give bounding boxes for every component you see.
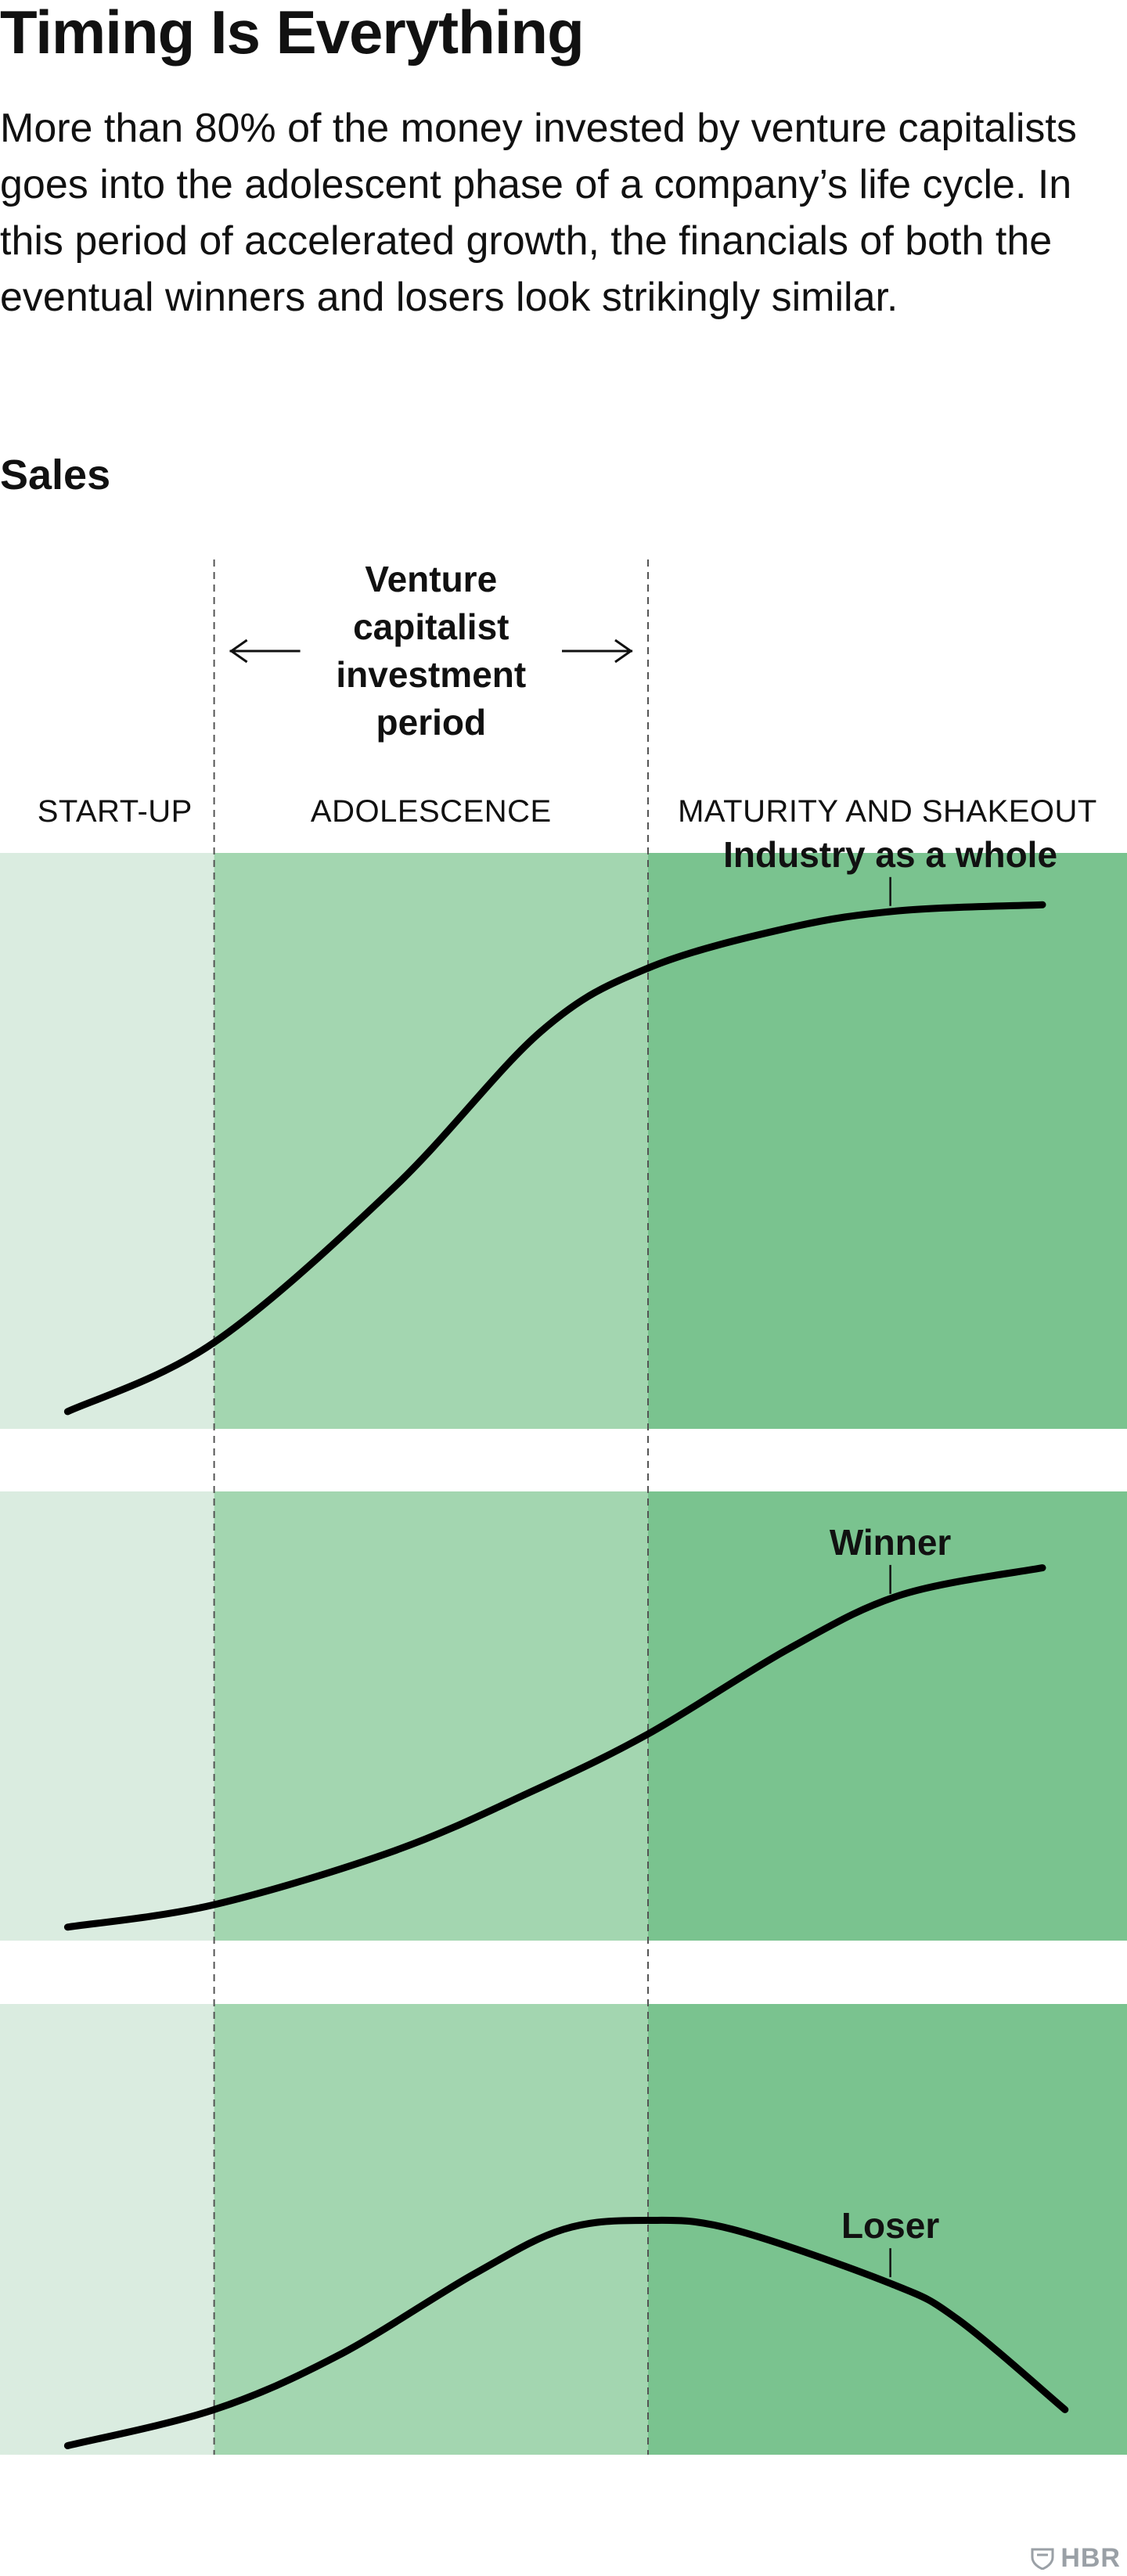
- series-line-loser: [63, 2216, 1069, 2449]
- startup-band-1: [0, 853, 214, 1429]
- series-label-1: Industry as a whole: [723, 834, 1057, 875]
- y-axis-label: Sales: [0, 452, 111, 498]
- startup-band-3: [0, 2004, 214, 2455]
- phase-label-1: START-UP: [38, 794, 193, 829]
- series-line-industry-as-a-whole: [63, 901, 1046, 1416]
- investment-label-line-4: period: [376, 702, 487, 743]
- hbr-logo: HBR: [1031, 2543, 1121, 2574]
- startup-band-2: [0, 1491, 214, 1941]
- phase-label-2: ADOLESCENCE: [311, 794, 552, 829]
- maturity-band-1: [648, 853, 1127, 1429]
- left-arrow-head: [229, 639, 248, 664]
- adolescence-band-2: [214, 1491, 649, 1941]
- phase-label-3: MATURITY AND SHAKEOUT: [678, 794, 1097, 829]
- maturity-band-2: [648, 1491, 1127, 1941]
- series-label-2: Winner: [830, 1522, 952, 1563]
- adolescence-band-1: [214, 853, 649, 1429]
- investment-label-line-1: Venture: [365, 559, 497, 599]
- series-line-winner: [63, 1564, 1046, 1931]
- chart-subtitle: More than 80% of the money invested by v…: [0, 106, 1077, 320]
- investment-label-line-3: investment: [336, 654, 526, 695]
- logo-text: HBR: [1060, 2543, 1121, 2573]
- investment-label-line-2: capitalist: [353, 606, 509, 647]
- chart-title: Timing Is Everything: [0, 0, 585, 67]
- right-arrow-head: [614, 639, 633, 664]
- series-label-3: Loser: [841, 2205, 939, 2246]
- shield-icon: [1031, 2548, 1054, 2570]
